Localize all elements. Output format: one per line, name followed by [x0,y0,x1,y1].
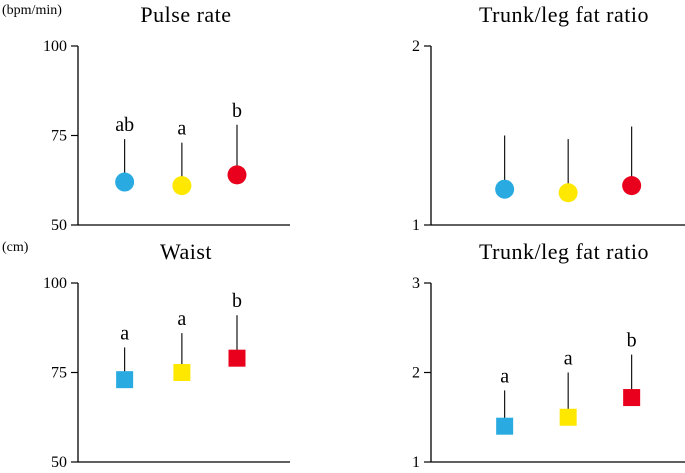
significance-label: b [627,330,637,352]
data-point-blue [496,417,514,435]
data-point-blue [115,172,135,192]
significance-label: b [232,100,242,122]
y-tick-label: 1 [412,454,420,471]
y-tick-label: 3 [412,275,420,292]
data-point-red [622,176,642,196]
significance-label: ab [115,114,134,136]
y-tick-label: 50 [51,217,67,234]
data-point-yellow [172,176,192,196]
data-point-red [227,165,247,185]
y-tick-label: 100 [43,275,67,292]
plot-area-trunk-leg-fat-ratio-bottom: 1 2 3 a a b [343,237,685,473]
panel-pulse-rate: 50 75 100 ab a b (bpm/min) Pulse rate [0,0,342,236]
chart-title: Trunk/leg fat ratio [479,2,649,27]
data-point-red [228,349,246,367]
data-point-red [623,389,641,407]
chart-svg-trunk-leg-fat-ratio-top: 12 [412,38,685,234]
data-point-yellow [173,364,191,381]
y-tick-label: 2 [412,365,420,382]
y-axis-unit-label: (cm) [2,240,29,255]
chart-title: Trunk/leg fat ratio [479,239,649,264]
chart-svg-trunk-leg-fat-ratio-bottom: 1 2 3 a a b [412,275,685,471]
chart-title: Pulse rate [140,2,232,27]
y-tick-label: 50 [51,454,67,471]
significance-label: a [500,365,509,387]
panel-trunk-leg-fat-ratio-bottom: 1 2 3 a a b Trunk/leg fat ratio [343,237,685,473]
y-tick-label: 75 [51,365,67,382]
y-tick-label: 2 [412,38,420,55]
data-point-blue [495,179,515,199]
data-point-yellow [558,183,578,203]
significance-label: a [120,322,129,344]
y-tick-label: 75 [51,128,67,145]
panel-waist: 50 75 100 a a b (cm) Waist [0,237,342,473]
data-point-yellow [559,408,577,426]
plot-area-pulse-rate: 50 75 100 ab a b [0,0,342,236]
significance-label: a [564,348,573,370]
significance-label: a [177,118,186,140]
chart-svg-waist: 50 75 100 a a b [43,275,290,471]
y-tick-label: 1 [412,217,420,234]
data-point-blue [116,371,134,389]
y-axis-unit-label: (bpm/min) [2,3,62,18]
plot-area-waist: 50 75 100 a a b [0,237,342,473]
chart-title: Waist [159,239,213,264]
significance-label: a [177,308,186,330]
y-tick-label: 100 [43,38,67,55]
significance-label: b [232,290,242,312]
